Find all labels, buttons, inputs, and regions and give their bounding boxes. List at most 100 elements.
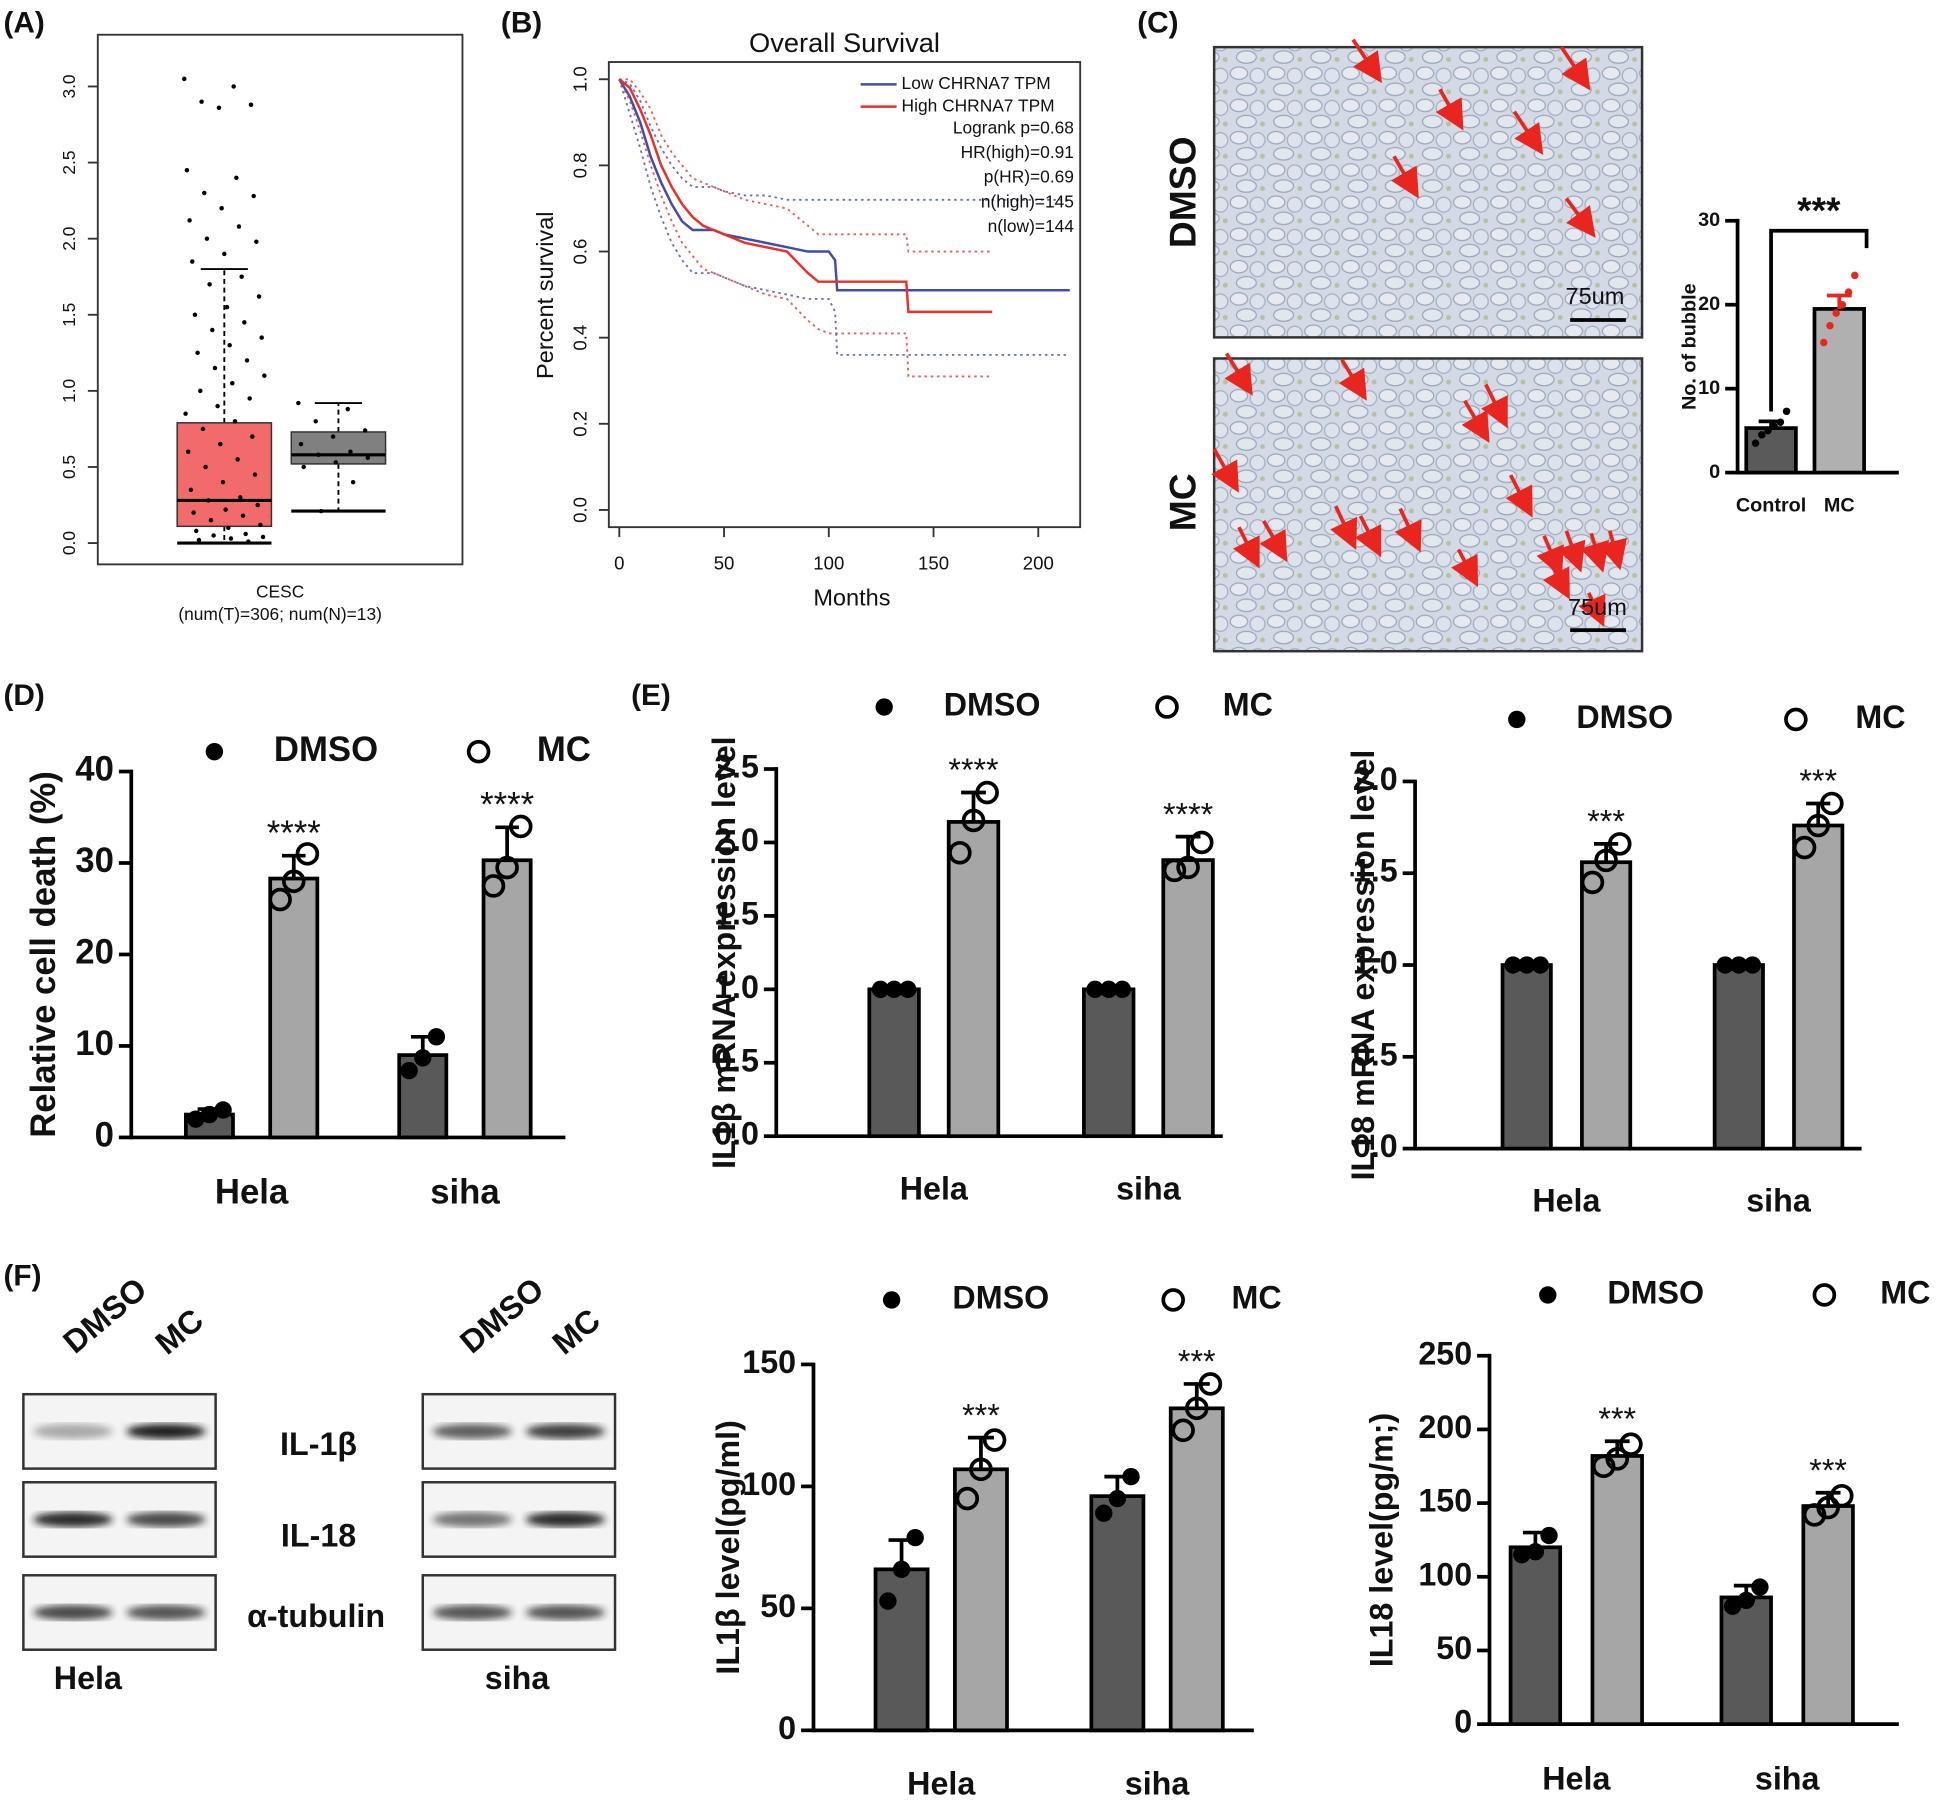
bar — [867, 987, 921, 1139]
data-point — [1776, 418, 1785, 426]
condition-label: DMSO — [1161, 136, 1203, 248]
data-point — [481, 874, 506, 898]
bar — [1089, 1494, 1146, 1733]
lane-label: MC — [149, 1302, 211, 1362]
data-point — [508, 814, 533, 839]
data-point — [190, 259, 195, 264]
data-point — [316, 452, 321, 458]
x-tick-label: Hela — [1542, 1761, 1611, 1797]
data-point — [1122, 1467, 1140, 1486]
arrow — [1598, 530, 1628, 571]
data-point — [281, 869, 306, 894]
x-tick-label: CESC — [256, 581, 304, 601]
western-blot — [22, 1392, 617, 1651]
data-point — [313, 419, 318, 424]
data-point — [1100, 980, 1118, 999]
scale-label: 75um — [1568, 594, 1627, 620]
legend-label: Low CHRNA7 TPM — [902, 73, 1051, 93]
data-point — [244, 358, 250, 363]
arrow — [1451, 548, 1479, 588]
arrow — [1211, 448, 1239, 493]
data-point — [220, 479, 226, 485]
x-tick-label: 50 — [714, 552, 735, 573]
data-point — [969, 1457, 993, 1482]
arrow — [1224, 352, 1253, 396]
x-tick-note: (num(T)=306; num(N)=13) — [178, 604, 382, 624]
bar — [1719, 1595, 1773, 1726]
data-point — [362, 428, 368, 433]
data-point — [260, 534, 266, 540]
y-tick-label: 100 — [742, 1466, 796, 1502]
lane-label: DMSO — [453, 1271, 550, 1361]
panel-label: (D) — [4, 679, 45, 712]
x-tick-label: MC — [1824, 494, 1855, 516]
bar — [1590, 1454, 1644, 1726]
data-point — [1838, 301, 1847, 309]
y-tick-label: 0 — [1454, 1704, 1472, 1740]
x-tick-label: siha — [1116, 1170, 1182, 1206]
arrow — [1259, 520, 1288, 563]
data-point — [1820, 791, 1844, 816]
data-point — [204, 236, 210, 241]
legend-label: MC — [1232, 1279, 1282, 1315]
plot-frame — [96, 33, 464, 566]
y-tick-label: 0.5 — [714, 1042, 759, 1078]
data-point — [258, 522, 263, 528]
data-point — [256, 294, 262, 299]
data-point — [268, 887, 292, 912]
confidence-line — [619, 78, 993, 253]
legend-marker — [875, 698, 893, 716]
data-point — [345, 406, 351, 412]
data-point — [1743, 956, 1762, 974]
data-point — [234, 175, 239, 181]
arrow — [1536, 535, 1564, 578]
data-point — [948, 840, 972, 865]
data-point — [1737, 1591, 1755, 1610]
data-point — [1751, 1578, 1769, 1596]
bar — [953, 1467, 1009, 1733]
legend-label: High CHRNA7 TPM — [902, 95, 1055, 115]
y-tick-label: 0.0 — [714, 1116, 759, 1152]
significance-label: **** — [948, 752, 999, 788]
bar — [1712, 963, 1765, 1151]
data-point — [1095, 1504, 1113, 1522]
y-tick-label: 0.5 — [1353, 1036, 1398, 1072]
data-point — [255, 502, 260, 508]
legend-label: DMSO — [1576, 699, 1673, 735]
protein-label: IL-1β — [280, 1426, 357, 1462]
data-point — [495, 855, 519, 880]
data-point — [1844, 288, 1853, 296]
y-tick-label: 0.4 — [569, 325, 590, 351]
y-axis-label: Relative cell death (%) — [25, 771, 63, 1138]
blot-band — [525, 1605, 606, 1620]
x-tick-label: Hela — [215, 1174, 289, 1212]
data-point — [196, 537, 202, 543]
blot-band — [33, 1423, 113, 1439]
data-point — [1806, 813, 1830, 838]
data-point — [262, 373, 267, 378]
data-point — [238, 495, 243, 500]
arrow — [1578, 592, 1606, 627]
data-point — [1764, 426, 1772, 435]
data-point — [975, 780, 999, 805]
data-point — [186, 449, 191, 454]
lane-label: MC — [545, 1302, 607, 1362]
blot-band — [33, 1605, 113, 1620]
arrow — [1512, 110, 1544, 156]
legend-marker — [1161, 1288, 1185, 1312]
data-point — [191, 510, 196, 515]
y-tick-label: 0.6 — [569, 239, 590, 265]
micrograph — [1212, 357, 1644, 653]
data-point — [1184, 1396, 1209, 1421]
y-tick-label: 2.0 — [59, 227, 79, 251]
data-point — [892, 1560, 911, 1579]
data-point — [427, 1028, 446, 1046]
y-tick-label: 50 — [1436, 1630, 1472, 1666]
blot-band — [432, 1605, 513, 1620]
data-point — [1113, 980, 1132, 999]
arrows — [1211, 38, 1628, 627]
legend-marker — [1784, 707, 1808, 732]
significance-label: **** — [480, 787, 534, 825]
y-tick-label: 1.5 — [1353, 853, 1398, 889]
data-point — [219, 206, 224, 211]
